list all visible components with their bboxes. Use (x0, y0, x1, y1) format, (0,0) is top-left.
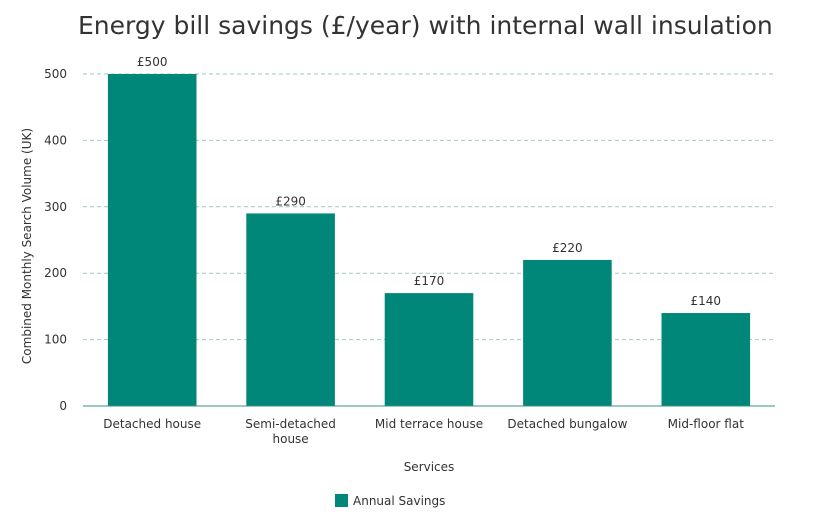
y-tick-label-300: 300 (44, 200, 67, 214)
y-tick-label-200: 200 (44, 266, 67, 280)
y-axis-ticks: 0 100 200 300 400 500 (44, 67, 67, 413)
chart-title: Energy bill savings (£/year) with intern… (78, 11, 773, 40)
bar-detached-house (107, 74, 197, 406)
data-label-detached-bungalow: £220 (552, 241, 583, 255)
x-axis-title: Services (404, 460, 455, 474)
legend: Annual Savings (335, 494, 445, 508)
data-label-mid-floor-flat: £140 (691, 294, 722, 308)
data-labels: £500 £290 £170 £220 £140 (137, 55, 721, 308)
bars (107, 74, 751, 406)
bar-mid-floor-flat (661, 313, 751, 406)
y-tick-label-500: 500 (44, 67, 67, 81)
x-tick-label-mid-terrace-house: Mid terrace house (375, 417, 483, 431)
y-tick-label-0: 0 (59, 399, 67, 413)
x-tick-label-mid-floor-flat: Mid-floor flat (668, 417, 745, 431)
y-tick-label-400: 400 (44, 133, 67, 147)
y-tick-label-100: 100 (44, 333, 67, 347)
legend-swatch-annual-savings (335, 494, 348, 507)
bar-semi-detached-house (246, 213, 335, 406)
legend-label-annual-savings: Annual Savings (353, 494, 445, 508)
x-tick-label-detached-house: Detached house (103, 417, 201, 431)
y-axis-title: Combined Monthly Search Volume (UK) (20, 128, 34, 364)
x-tick-label-detached-bungalow: Detached bungalow (507, 417, 627, 431)
x-axis-ticks: Detached house Semi-detached house Mid terr… (103, 417, 744, 446)
data-label-detached-house: £500 (137, 55, 168, 69)
bar-mid-terrace-house (384, 293, 474, 406)
data-label-semi-detached-house: £290 (275, 194, 306, 208)
data-label-mid-terrace-house: £170 (414, 274, 445, 288)
gridlines (83, 73, 775, 341)
bar-detached-bungalow (523, 259, 612, 406)
x-tick-label-semi-detached-house: Semi-detached house (245, 417, 336, 446)
